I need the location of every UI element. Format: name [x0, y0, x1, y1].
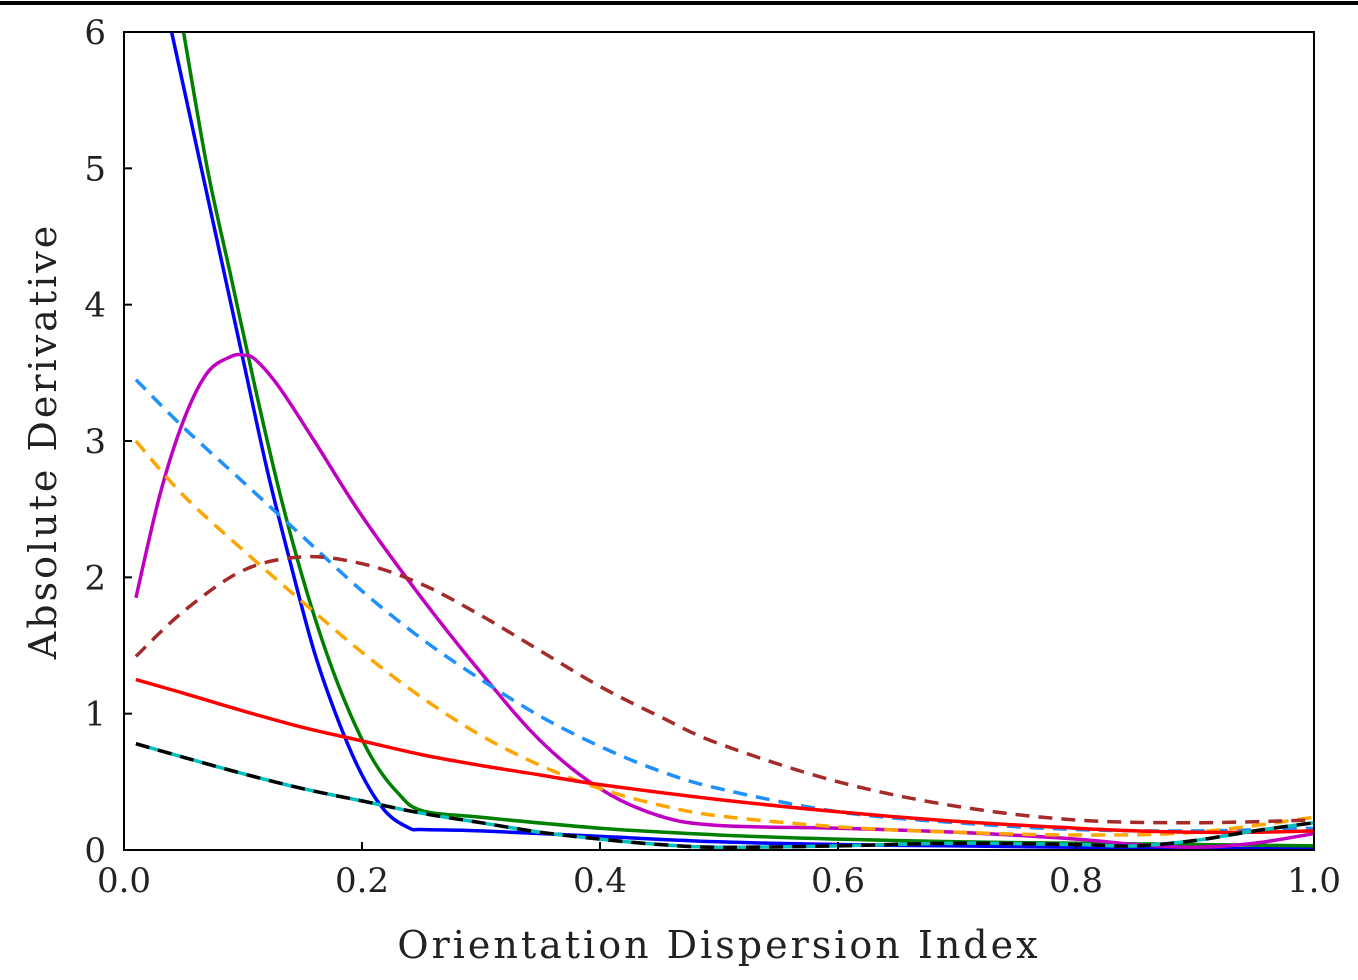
y-tick-label: 1 — [84, 695, 106, 735]
x-tick-label: 0.6 — [811, 861, 865, 901]
x-tick-label: 0.8 — [1049, 861, 1103, 901]
y-axis-title: Absolute Derivative — [21, 223, 65, 660]
ticks-layer: 0.0 0.2 0.4 0.6 0.8 1.0 0 1 2 3 4 5 6 — [84, 13, 1341, 901]
x-axis-title: Orientation Dispersion Index — [397, 923, 1040, 967]
series-layer — [134, 32, 1314, 850]
x-tick-label: 0.4 — [573, 861, 627, 901]
series-line-1 — [169, 32, 1314, 850]
series-line-9 — [135, 742, 1314, 850]
y-tick-label: 0 — [84, 831, 106, 871]
series-line-6 — [134, 554, 1314, 825]
series-line-2 — [181, 32, 1314, 848]
y-tick-label: 6 — [84, 13, 106, 53]
series-line-7 — [135, 677, 1314, 835]
series-line-3 — [134, 352, 1314, 850]
series-line-5 — [134, 439, 1314, 837]
y-tick-label: 4 — [84, 286, 106, 326]
y-tick-label: 3 — [84, 422, 106, 462]
x-tick-label: 1.0 — [1287, 861, 1341, 901]
x-tick-label: 0.2 — [335, 861, 389, 901]
x-tick-label: 0.0 — [97, 861, 151, 901]
y-tick-label: 2 — [84, 558, 106, 598]
y-tick-label: 5 — [84, 149, 106, 189]
